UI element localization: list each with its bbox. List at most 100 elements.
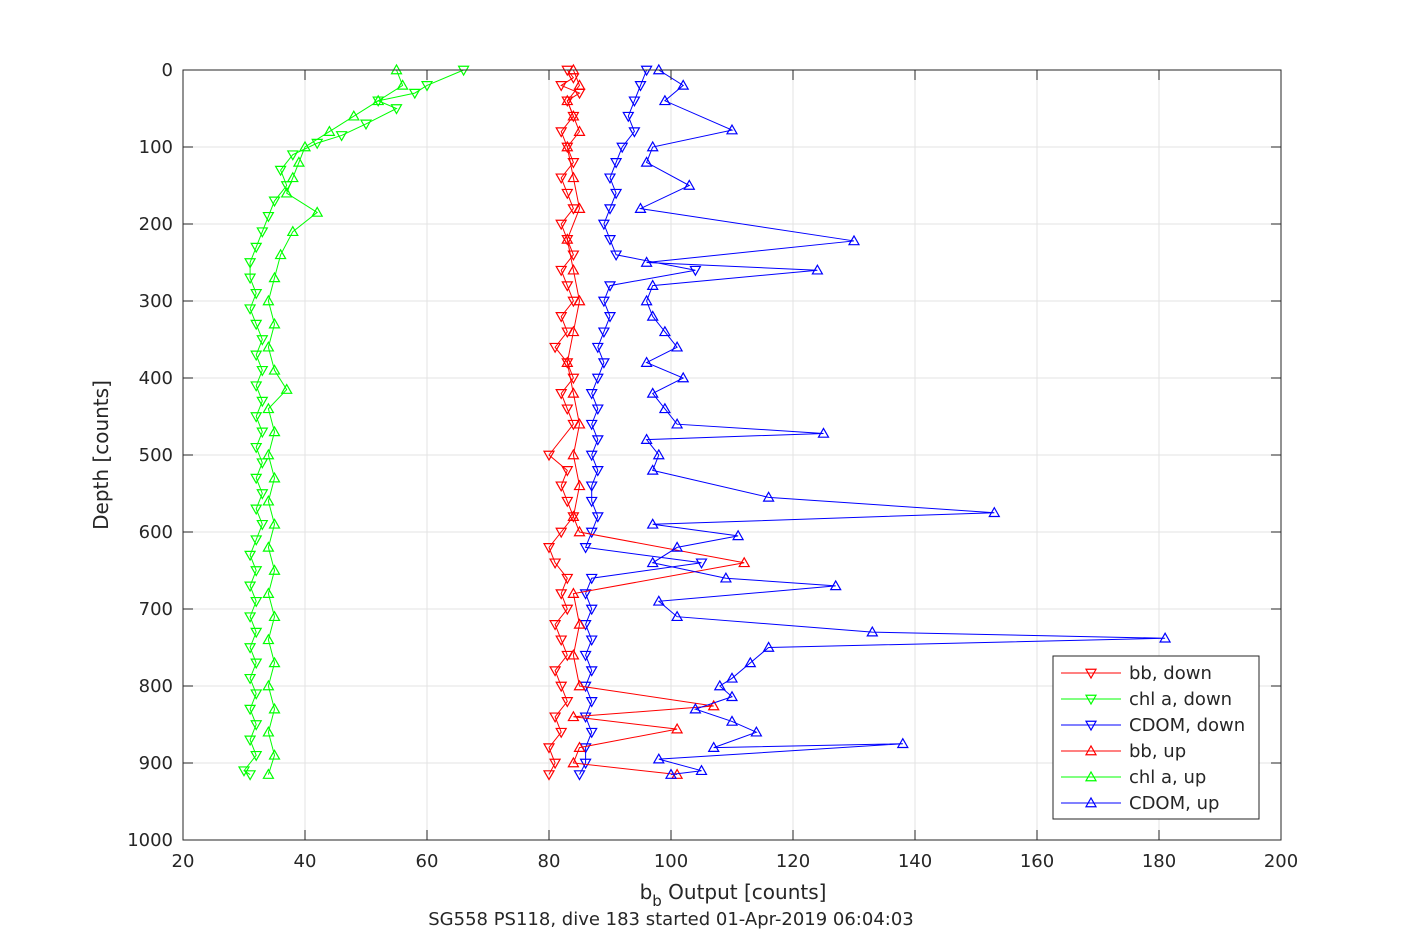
data-point [591, 435, 604, 446]
data-point [549, 758, 562, 770]
data-point [567, 109, 580, 121]
legend: bb, down chl a, down CDOM, down bb, up chl a… [1052, 655, 1260, 820]
data-point [372, 96, 385, 108]
data-point [591, 404, 604, 416]
data-point [567, 648, 580, 660]
x-tick-label: 160 [1020, 851, 1054, 872]
data-point [585, 604, 598, 616]
data-point [250, 720, 263, 731]
data-point [268, 564, 281, 575]
data-point [567, 111, 580, 123]
data-point [634, 202, 647, 213]
data-point [646, 518, 659, 529]
data-point [689, 702, 702, 714]
data-point [622, 111, 635, 123]
data-point [707, 699, 720, 711]
data-point [634, 81, 647, 92]
data-point [262, 294, 275, 306]
data-point [585, 419, 598, 431]
data-point [579, 650, 592, 662]
legend-swatch-marker [1084, 668, 1098, 680]
y-tick-label: 700 [139, 599, 173, 620]
data-point [347, 109, 360, 121]
data-point [811, 263, 824, 275]
x-tick-label: 20 [172, 851, 195, 872]
data-point [1159, 632, 1172, 643]
data-point [262, 211, 275, 223]
data-point [372, 94, 385, 106]
data-point [561, 96, 574, 108]
data-point [262, 448, 275, 460]
data-point [280, 186, 293, 198]
data-point [292, 156, 305, 167]
data-point [555, 265, 568, 277]
data-point [457, 65, 470, 77]
y-tick-label: 800 [139, 676, 173, 697]
data-point [549, 620, 562, 631]
x-axis-label: bb Output [counts] [640, 880, 827, 910]
data-point [262, 679, 275, 691]
legend-label: chl a, up [1129, 767, 1206, 788]
data-point [262, 494, 275, 506]
data-point [585, 727, 598, 739]
data-point [555, 589, 568, 600]
data-point [573, 679, 586, 691]
data-point [585, 666, 598, 677]
data-point [250, 750, 263, 762]
series-4 [262, 63, 409, 779]
data-point [579, 589, 592, 600]
x-tick-label: 100 [654, 851, 688, 872]
data-point [250, 689, 263, 700]
data-point [244, 704, 257, 716]
data-point [268, 271, 281, 283]
data-point [256, 458, 269, 469]
data-point [561, 140, 574, 152]
x-tick-label: 80 [538, 851, 561, 872]
data-point [396, 79, 409, 90]
data-point [585, 481, 598, 493]
data-point [603, 173, 617, 185]
data-point [573, 525, 586, 537]
data-point [555, 219, 568, 231]
data-point [268, 317, 281, 329]
data-point [567, 756, 580, 768]
data-point [335, 131, 348, 142]
data-point [567, 710, 580, 722]
data-point [268, 471, 281, 483]
series-line [579, 69, 702, 775]
legend-label: CDOM, down [1129, 715, 1245, 736]
data-point [561, 466, 574, 477]
data-point [555, 312, 568, 323]
data-point [244, 612, 257, 623]
data-point [268, 749, 281, 760]
data-point [250, 504, 263, 516]
data-point [244, 581, 257, 593]
data-point [725, 715, 739, 726]
data-point [250, 381, 263, 392]
data-point [256, 365, 269, 377]
legend-label: chl a, down [1129, 689, 1232, 710]
data-point [658, 94, 671, 106]
data-point [561, 235, 574, 246]
series-0 [542, 65, 586, 781]
data-point [256, 227, 269, 238]
data-point [561, 604, 574, 616]
data-point [420, 81, 434, 92]
data-point [286, 150, 299, 161]
data-point [256, 519, 269, 531]
series-5 [634, 63, 1172, 779]
data-point [585, 573, 598, 585]
data-point [250, 566, 263, 577]
data-point [542, 743, 556, 754]
data-point [561, 358, 574, 369]
data-point [695, 764, 708, 776]
data-point [268, 364, 281, 375]
data-point [244, 258, 257, 269]
data-point [567, 171, 580, 183]
data-point [567, 510, 580, 521]
data-point [732, 529, 745, 541]
data-point [847, 234, 861, 246]
data-point [988, 506, 1001, 518]
data-point [555, 481, 568, 493]
data-point [671, 722, 684, 734]
